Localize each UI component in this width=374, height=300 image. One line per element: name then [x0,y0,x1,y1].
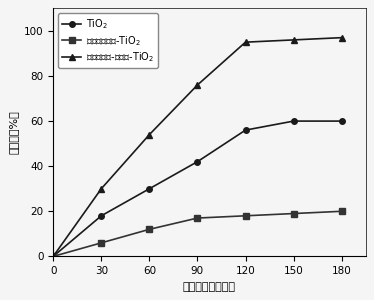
TiO$_2$ [99,214,104,217]
半导体量子点-TiO$_2$ [291,212,296,215]
Line: TiO$_2$: TiO$_2$ [50,118,344,259]
Legend: TiO$_2$, 半导体量子点-TiO$_2$, 二元量子点-金属化-TiO$_2$: TiO$_2$, 半导体量子点-TiO$_2$, 二元量子点-金属化-TiO$_… [58,13,159,68]
半导体量子点-TiO$_2$ [99,241,104,245]
Y-axis label: 降解率（%）: 降解率（%） [8,110,18,154]
二元量子点-金属化-TiO$_2$ [99,187,104,190]
半导体量子点-TiO$_2$ [339,209,344,213]
Line: 半导体量子点-TiO$_2$: 半导体量子点-TiO$_2$ [50,208,344,259]
TiO$_2$ [51,255,55,258]
二元量子点-金属化-TiO$_2$ [51,255,55,258]
TiO$_2$ [147,187,151,190]
半导体量子点-TiO$_2$ [147,227,151,231]
二元量子点-金属化-TiO$_2$ [195,83,200,87]
半导体量子点-TiO$_2$ [195,216,200,220]
TiO$_2$ [291,119,296,123]
二元量子点-金属化-TiO$_2$ [291,38,296,42]
二元量子点-金属化-TiO$_2$ [339,36,344,39]
二元量子点-金属化-TiO$_2$ [147,133,151,136]
半导体量子点-TiO$_2$ [51,255,55,258]
TiO$_2$ [339,119,344,123]
Line: 二元量子点-金属化-TiO$_2$: 二元量子点-金属化-TiO$_2$ [50,34,345,260]
半导体量子点-TiO$_2$ [243,214,248,217]
TiO$_2$ [195,160,200,164]
TiO$_2$ [243,128,248,132]
X-axis label: 光照时间（分钟）: 光照时间（分钟） [183,282,236,292]
二元量子点-金属化-TiO$_2$ [243,40,248,44]
